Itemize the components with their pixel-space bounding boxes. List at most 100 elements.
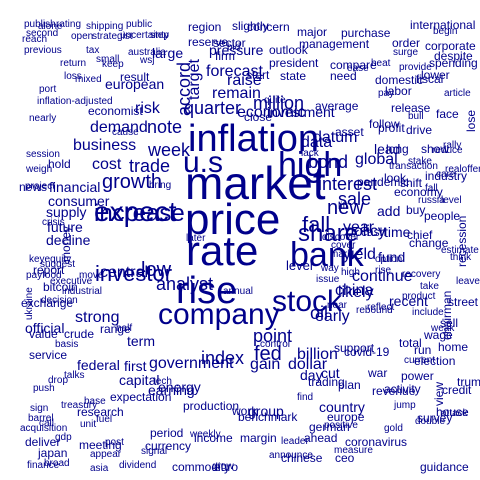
word-buy: buy bbox=[406, 203, 426, 217]
word-bank: bank bbox=[290, 236, 364, 274]
word-hold: hold bbox=[48, 157, 71, 171]
word-management: management bbox=[299, 37, 370, 51]
word-provide: provide bbox=[399, 62, 432, 73]
word-begin: begin bbox=[433, 26, 458, 37]
word-keyequity: keyequity bbox=[29, 254, 72, 265]
word-need: need bbox=[330, 69, 357, 83]
word-gold: gold bbox=[384, 423, 403, 434]
word-first: first bbox=[124, 358, 147, 374]
word-alone: alone bbox=[38, 21, 63, 32]
word-add: add bbox=[377, 203, 401, 219]
word-acquisition: acquisition bbox=[20, 423, 68, 434]
word-drive: drive bbox=[406, 123, 433, 137]
word-currency: currency bbox=[145, 439, 192, 453]
word-push: push bbox=[33, 383, 55, 394]
word-product: product bbox=[402, 291, 436, 302]
word-session: session bbox=[26, 149, 60, 160]
word-report: report bbox=[33, 263, 65, 277]
word-ahead: ahead bbox=[304, 431, 338, 445]
word-weekly: weekly bbox=[190, 429, 221, 440]
word-estimate: estimate bbox=[441, 245, 479, 256]
word-price: price bbox=[185, 195, 281, 244]
word-oil: oil bbox=[310, 303, 329, 323]
word-earning: earning bbox=[148, 382, 195, 398]
word-margin: margin bbox=[240, 431, 277, 445]
word-slightly: slightly bbox=[232, 19, 269, 33]
word-purchase: purchase bbox=[341, 26, 391, 40]
word-datum: datum bbox=[313, 129, 358, 146]
word-consumer: consumer bbox=[48, 193, 110, 209]
word-level: level bbox=[286, 258, 313, 273]
word-japan: japan bbox=[38, 446, 68, 460]
word-previous: previous bbox=[24, 45, 62, 56]
word-return: return bbox=[60, 58, 87, 69]
word-war: war bbox=[368, 366, 388, 380]
word-stake: stake bbox=[408, 156, 432, 167]
word-cash: cash bbox=[361, 225, 387, 239]
word-crude: crude bbox=[64, 327, 95, 341]
word-article: article bbox=[444, 88, 471, 99]
word-bring: bring bbox=[149, 180, 172, 191]
word-rise: rise bbox=[176, 270, 238, 312]
word-term: term bbox=[127, 333, 155, 349]
word-investor: investor bbox=[95, 261, 173, 286]
word-average: average bbox=[315, 99, 359, 113]
word-keep: keep bbox=[102, 59, 124, 70]
word-trade: trade bbox=[129, 156, 171, 176]
word-high: high bbox=[278, 146, 343, 184]
word-value: value bbox=[29, 327, 58, 341]
word-surge: surge bbox=[393, 47, 419, 58]
word-raise: raise bbox=[227, 72, 262, 89]
word-covid-19: covid-19 bbox=[344, 345, 390, 359]
word-level-2: level bbox=[441, 195, 462, 206]
word-weigh: weigh bbox=[26, 164, 53, 175]
word-high-2: high bbox=[341, 267, 360, 278]
word-federal: federal bbox=[77, 357, 120, 373]
word-analyst: analyst bbox=[156, 274, 214, 294]
word-lift: lift bbox=[338, 201, 348, 212]
word-state: state bbox=[280, 69, 307, 83]
word-control: control bbox=[260, 339, 291, 350]
word-measure: measure bbox=[334, 445, 373, 456]
word-expect: expect bbox=[94, 196, 177, 227]
word-euro: euro bbox=[214, 460, 239, 474]
word-rise-2: rise bbox=[375, 265, 392, 276]
word-capital: capital bbox=[119, 372, 160, 388]
word-fall: fall bbox=[302, 212, 331, 237]
word-start: start bbox=[246, 68, 270, 82]
word-cover: cover bbox=[331, 240, 356, 251]
word-rebound: rebound bbox=[356, 305, 393, 316]
word-future: future bbox=[47, 219, 83, 235]
word-decision: decision bbox=[41, 295, 78, 306]
word-project: project bbox=[25, 181, 56, 192]
word-bull: bull bbox=[408, 111, 424, 122]
word-close: close bbox=[244, 110, 273, 124]
word-bond: bond bbox=[308, 152, 349, 172]
word-china: china bbox=[335, 282, 374, 299]
word-europe: europe bbox=[327, 410, 365, 424]
word-change: change bbox=[409, 236, 449, 250]
word-open: open bbox=[71, 31, 94, 42]
word-dollar: dollar bbox=[288, 356, 328, 373]
word-spending: spending bbox=[429, 56, 478, 70]
word-fuel: fuel bbox=[96, 414, 113, 425]
word-billion: billion bbox=[297, 346, 338, 363]
word-remain: remain bbox=[212, 85, 261, 102]
word-exchange: exchange bbox=[21, 296, 74, 310]
word-transaction: transaction bbox=[389, 161, 438, 172]
word-day: day bbox=[300, 367, 323, 383]
word-chief: chief bbox=[407, 228, 433, 242]
word-investment: investment bbox=[267, 104, 335, 120]
word-german: german bbox=[309, 420, 350, 434]
word-australia: australia bbox=[128, 47, 166, 58]
word-risk: risk bbox=[135, 100, 160, 117]
word-decline: decline bbox=[46, 232, 91, 248]
word-energy: energy bbox=[158, 379, 201, 395]
word-financial: financial bbox=[49, 179, 101, 195]
word-expectation: expectation bbox=[110, 390, 172, 404]
word-ease: ease bbox=[347, 63, 369, 74]
word-low: low bbox=[141, 259, 172, 281]
word-news: news bbox=[19, 180, 48, 194]
word-likely: likely bbox=[338, 284, 374, 301]
